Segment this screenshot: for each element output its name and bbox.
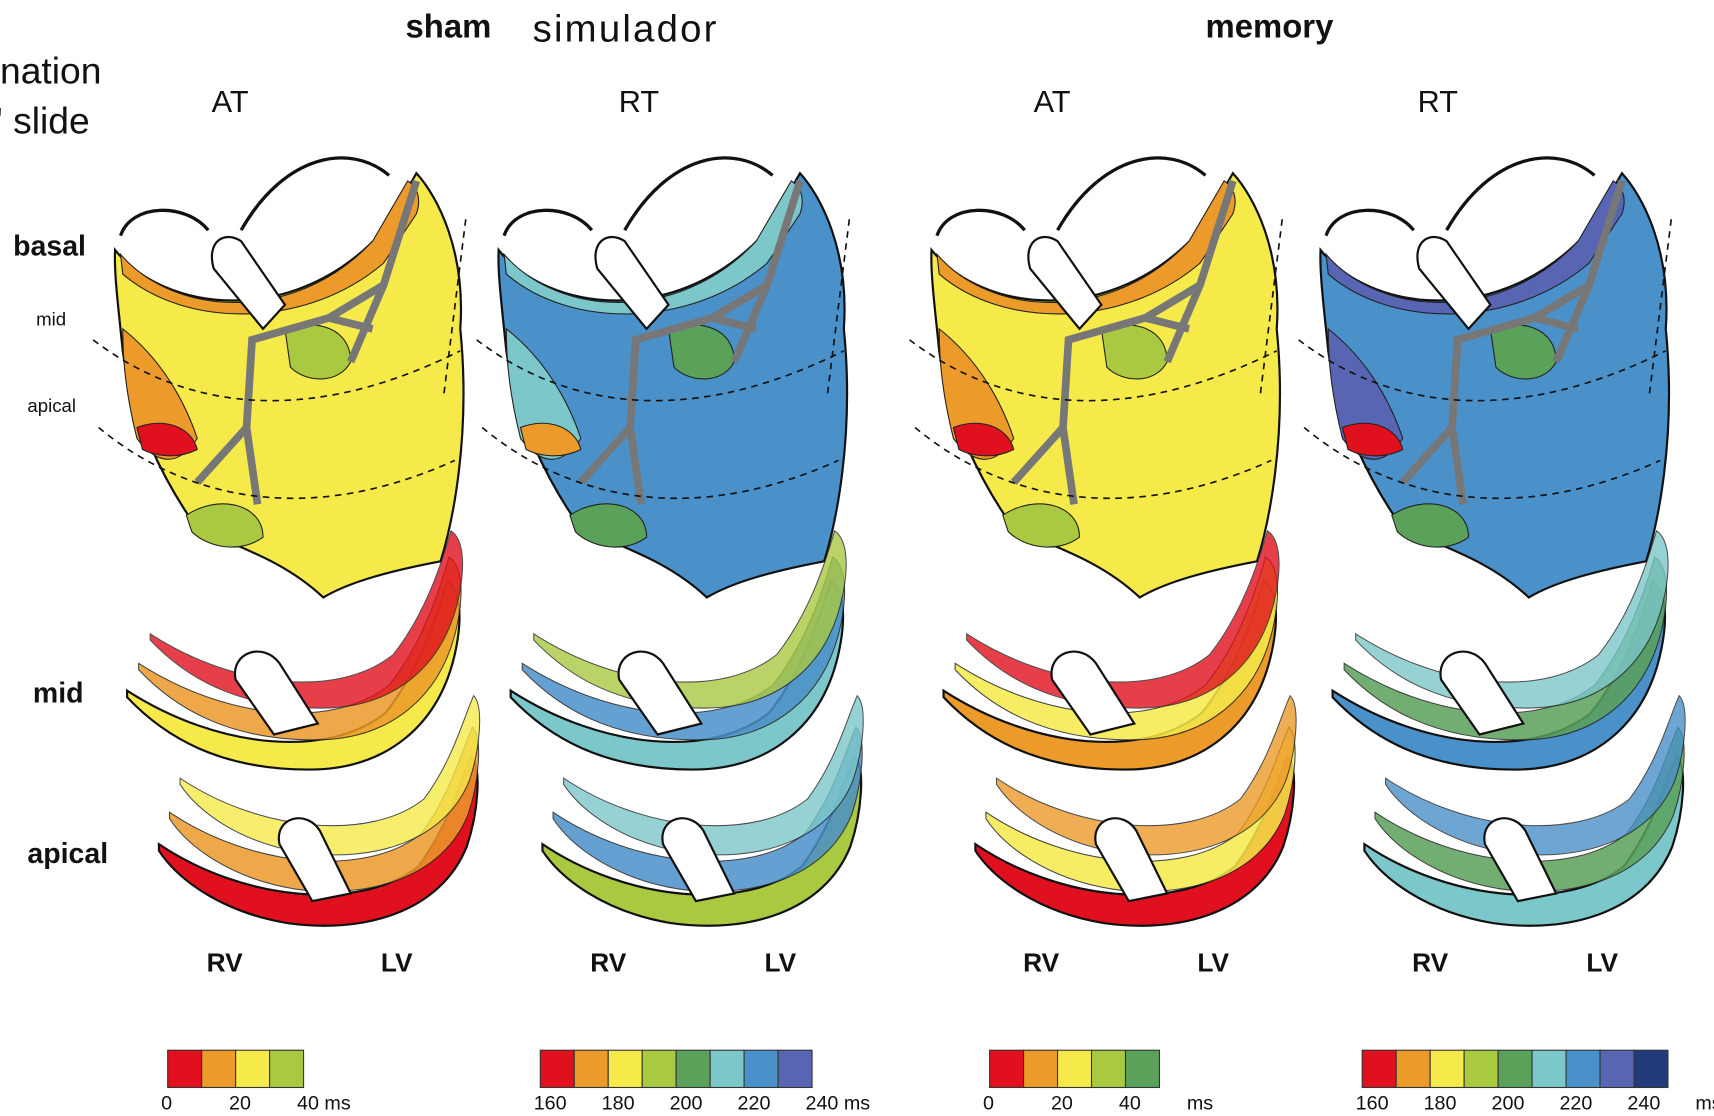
arrow [121, 158, 389, 236]
lv-label: LV [1197, 947, 1229, 977]
colorbar-tick-label: 0 [983, 1092, 994, 1114]
colorbar-tick-label: ms [1187, 1092, 1213, 1114]
lv-label: LV [764, 947, 796, 977]
colorbar-cell [236, 1050, 270, 1087]
colorbar-tick-label: 20 [229, 1092, 251, 1114]
colorbar-tick-label: ms [1695, 1092, 1714, 1114]
colorbar-tick-label: 240 [1627, 1092, 1660, 1114]
colorbar-tick-label: 240 ms [805, 1092, 870, 1114]
colorbar-tick-label: 0 [161, 1092, 172, 1114]
colorbar-cell [642, 1050, 676, 1087]
colorbar-cell [1024, 1050, 1058, 1087]
colorbar-tick-label: 20 [1051, 1092, 1073, 1114]
heart-panel: AT RV LV [910, 84, 1296, 977]
heart-panel: RT RV LV [1299, 84, 1685, 977]
row-label: mid [36, 309, 66, 330]
colorbar-tick-label: 180 [602, 1092, 635, 1114]
row-label: apical [27, 395, 76, 416]
colorbar-cell [574, 1050, 608, 1087]
colorbar-cell [1125, 1050, 1159, 1087]
arrow [937, 158, 1205, 236]
colorbar-cell [676, 1050, 710, 1087]
row-label: mid [33, 678, 84, 710]
group-title: memory [1205, 7, 1334, 44]
group-subtitle: simulador [533, 8, 719, 51]
arrow [1326, 158, 1594, 236]
colorbar-tick-label: 160 [534, 1092, 567, 1114]
row-label: basal [13, 230, 86, 262]
colorbar-tick-label: 40 [1119, 1092, 1141, 1114]
figure: nation ' slide sham simulador memory bas… [0, 0, 1714, 1116]
colorbar-cell [1430, 1050, 1464, 1087]
panel-label: RT [619, 84, 660, 119]
rv-label: RV [1412, 947, 1449, 977]
colorbar-cell [270, 1050, 304, 1087]
arrow [504, 158, 772, 236]
colorbar-tick-label: 200 [1492, 1092, 1525, 1114]
heart-panel: AT RV LV [93, 84, 479, 977]
lv-label: LV [1586, 947, 1618, 977]
colorbar-cell [540, 1050, 574, 1087]
panel-label: RT [1418, 84, 1459, 119]
colorbar-cell [744, 1050, 778, 1087]
colorbar-cell [202, 1050, 236, 1087]
cut-off-text: nation [0, 49, 101, 91]
colorbar-tick-label: 220 [1559, 1092, 1592, 1114]
rv-label: RV [1023, 947, 1060, 977]
colorbar-cell [1058, 1050, 1092, 1087]
rv-label: RV [590, 947, 627, 977]
colorbar-cell [1498, 1050, 1532, 1087]
row-label: apical [27, 838, 108, 870]
colorbar-tick-label: 220 [738, 1092, 771, 1114]
panel-label: AT [1034, 84, 1071, 119]
colorbar-cell [1566, 1050, 1600, 1087]
colorbar-cell [1092, 1050, 1126, 1087]
colorbar-cell [990, 1050, 1024, 1087]
colorbar-tick-label: 40 ms [297, 1092, 351, 1114]
colorbar-cell [778, 1050, 812, 1087]
rv-label: RV [207, 947, 244, 977]
lv-label: LV [381, 947, 413, 977]
colorbar-tick-label: 200 [670, 1092, 703, 1114]
cut-off-text: ' slide [0, 100, 90, 142]
colorbar-cell [168, 1050, 202, 1087]
colorbar-cell [1600, 1050, 1634, 1087]
colorbar-cell [1532, 1050, 1566, 1087]
colorbar-cell [710, 1050, 744, 1087]
colorbar-tick-label: 180 [1424, 1092, 1457, 1114]
panel-label: AT [212, 84, 249, 119]
colorbar-cell [608, 1050, 642, 1087]
heart-panel: RT RV LV [477, 84, 863, 977]
group-title: sham [405, 7, 491, 44]
colorbar-cell [1396, 1050, 1430, 1087]
colorbar-tick-label: 160 [1356, 1092, 1389, 1114]
colorbar-cell [1362, 1050, 1396, 1087]
colorbar-cell [1634, 1050, 1668, 1087]
colorbar-cell [1464, 1050, 1498, 1087]
